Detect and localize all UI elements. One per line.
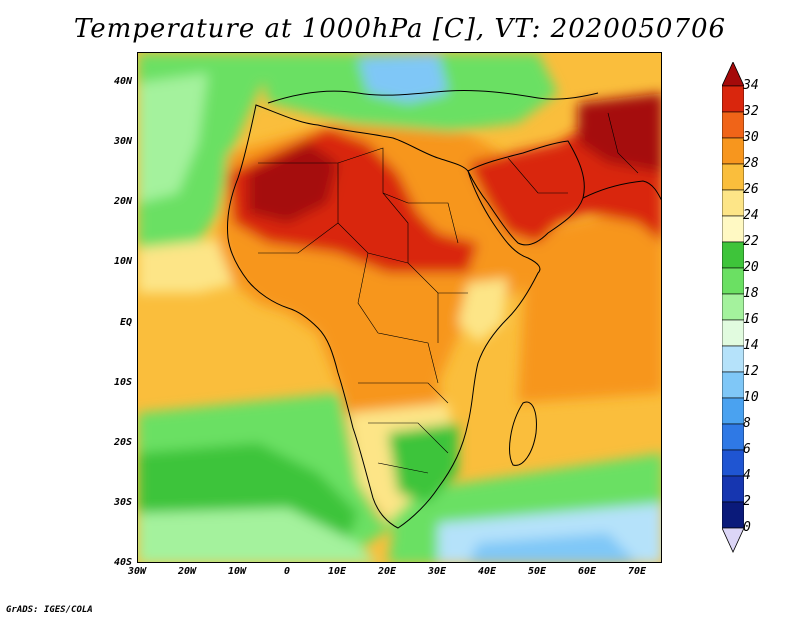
south-asia-hottest [578,93,661,173]
colorbar-level-label: 0 [743,520,751,535]
lat-tick-label: 20S [113,436,132,448]
southern-ocean-region [138,508,377,562]
southern-indian-ocean-colder [468,533,637,562]
europe-cold-region [358,53,448,103]
colorbar-bottom-arrow [722,527,744,553]
south-asia-coastline [582,180,661,201]
colorbar-level-label: 8 [743,416,751,431]
north-mediterranean-coastline [267,89,599,104]
border-line [377,332,439,384]
colorbar-segment [722,371,744,399]
colorbar-level-label: 16 [743,312,759,327]
madagascar-coastline [509,401,537,466]
lon-tick-label: 0 [283,566,291,577]
north-atlantic-cool-region [138,73,208,203]
southern-africa-cool-highlands [388,423,458,503]
border-line [357,252,379,334]
africa-coastline [227,104,541,529]
border-line [607,112,639,174]
colorbar-level-label: 28 [743,156,759,171]
colorbar-level-label: 34 [743,78,759,93]
lon-tick-label: 50E [527,566,547,577]
lat-tick-label: 10N [113,256,132,268]
colorbar-level-label: 2 [743,494,751,509]
colorbar-segment [722,163,744,191]
lat-tick-label: 20N [113,196,132,208]
colorbar-level-label: 24 [743,208,759,223]
colorbar-level-label: 20 [743,260,759,275]
colorbar-segment [722,293,744,321]
colorbar-level-label: 14 [743,338,759,353]
lat-tick-label: 40N [113,76,132,88]
coastlines [227,89,661,529]
colorbar-level-label: 10 [743,390,759,405]
colorbar-level-label: 12 [743,364,759,379]
map-title: Temperature at 1000hPa [C], VT: 20200507… [73,14,727,44]
border-line [377,462,429,474]
colorbar-level-label: 18 [743,286,759,301]
lat-tick-label: 40S [113,557,132,568]
colorbar-level-label: 32 [743,104,759,119]
lat-tick-label: 30S [113,496,132,508]
colorbar-level-label: 30 [743,130,759,145]
lon-tick-label: 70E [627,566,647,577]
arabian-peninsula-coastline [467,140,585,246]
colorbar-segment [722,475,744,503]
colorbar-level-label: 26 [743,182,759,197]
lon-tick-label: 10W [227,566,247,577]
colorbar-level-label: 4 [743,468,751,483]
colorbar-segment [722,449,744,477]
country-borders [258,112,639,474]
lat-tick-label: 30N [113,136,132,148]
colorbar-segment [722,111,744,139]
colorbar-segment [722,501,744,529]
colorbar-segment [722,189,744,217]
colorbar-segment [722,345,744,373]
west-africa-ocean-band [138,238,238,293]
lon-tick-label: 40E [477,566,497,577]
lon-tick-label: 20E [377,566,397,577]
grads-credit: GrADS: IGES/COLA [6,605,93,615]
map-canvas [138,53,661,562]
border-line [507,157,568,194]
colorbar-segment [722,397,744,425]
colorbar-segment [722,423,744,451]
border-line [337,147,409,204]
temperature-map[interactable] [137,52,662,563]
colorbar-segment [722,215,744,243]
lon-tick-label: 30E [427,566,447,577]
lon-tick-label: 60E [577,566,597,577]
lon-tick-label: 30W [127,566,147,577]
colorbar-segment [722,85,744,113]
border-line [258,222,339,254]
lon-tick-label: 10E [327,566,347,577]
border-line [382,192,409,263]
colorbar-segment [722,267,744,295]
indian-ocean-warm-region [518,203,661,403]
east-africa-highlands [458,278,508,343]
lon-tick-label: 20W [177,566,197,577]
colorbar-segment [722,319,744,347]
colorbar-segment [722,241,744,269]
lat-tick-label: EQ [119,316,132,328]
colorbar-segment [722,137,744,165]
border-line [408,202,459,244]
lat-tick-label: 10S [113,376,132,388]
colorbar-level-label: 6 [743,442,751,457]
border-line [358,382,449,404]
colorbar-level-label: 22 [743,234,759,249]
border-line [368,422,449,454]
colorbar [722,62,744,553]
colorbar-top-arrow [722,62,744,87]
